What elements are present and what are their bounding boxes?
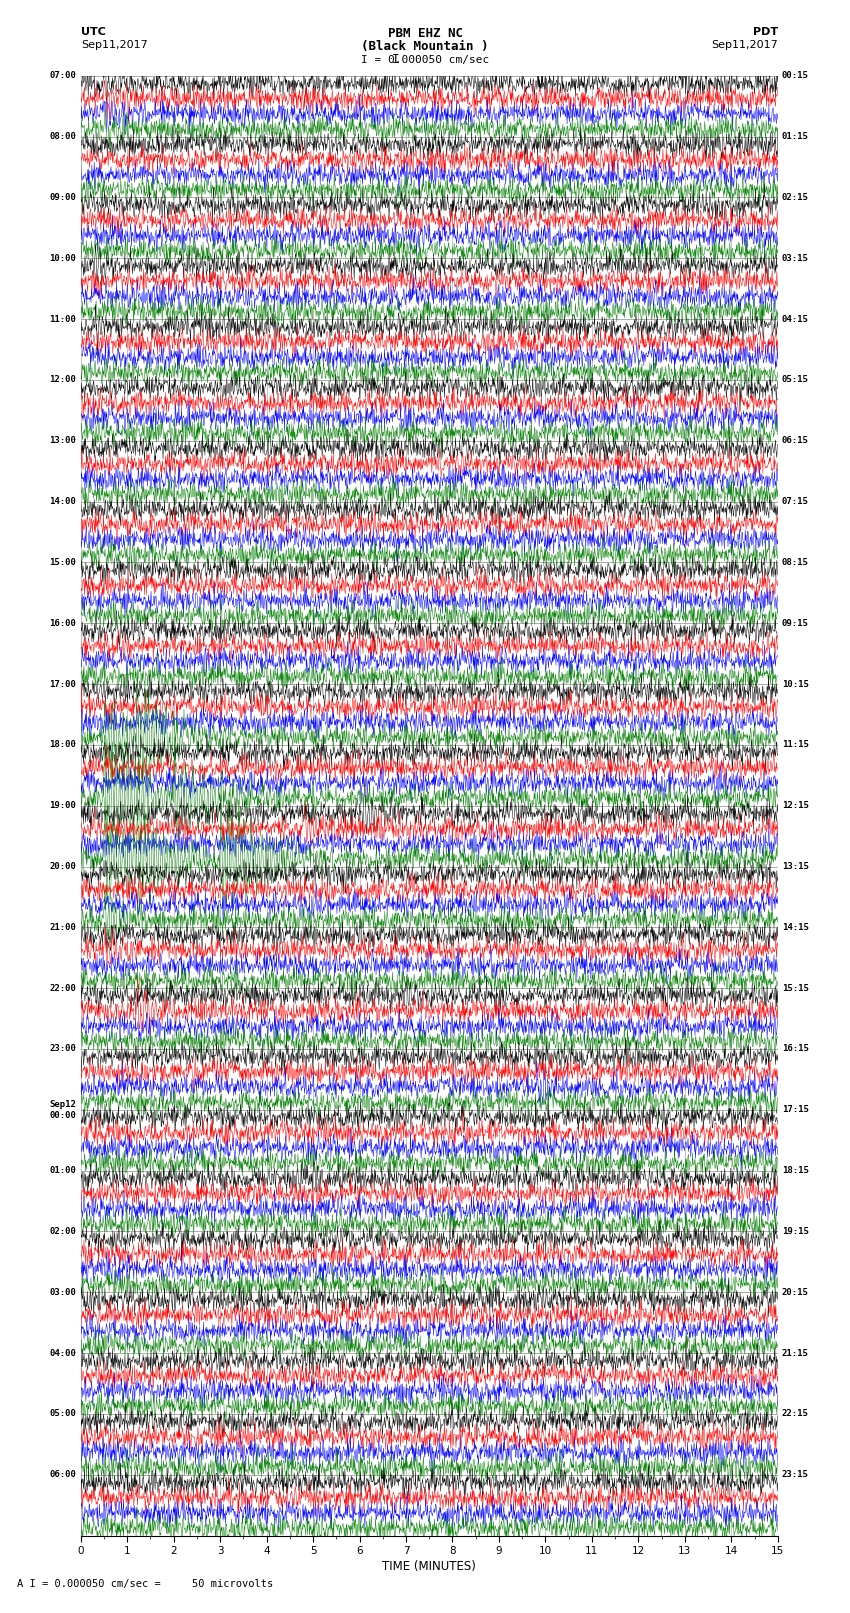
Text: 22:15: 22:15 (782, 1410, 809, 1418)
Text: 03:15: 03:15 (782, 253, 809, 263)
Text: PDT: PDT (752, 27, 778, 37)
Text: 02:00: 02:00 (49, 1227, 76, 1236)
Text: 06:00: 06:00 (49, 1471, 76, 1479)
Text: 00:15: 00:15 (782, 71, 809, 81)
Text: 05:00: 05:00 (49, 1410, 76, 1418)
Text: 17:00: 17:00 (49, 679, 76, 689)
Text: 12:00: 12:00 (49, 376, 76, 384)
Text: 23:00: 23:00 (49, 1045, 76, 1053)
Text: 08:00: 08:00 (49, 132, 76, 140)
Text: 03:00: 03:00 (49, 1287, 76, 1297)
Text: 15:00: 15:00 (49, 558, 76, 566)
Text: 02:15: 02:15 (782, 194, 809, 202)
Text: 18:15: 18:15 (782, 1166, 809, 1176)
X-axis label: TIME (MINUTES): TIME (MINUTES) (382, 1560, 476, 1573)
Text: I = 0.000050 cm/sec: I = 0.000050 cm/sec (361, 55, 489, 65)
Text: 19:00: 19:00 (49, 802, 76, 810)
Text: 14:15: 14:15 (782, 923, 809, 932)
Text: 21:00: 21:00 (49, 923, 76, 932)
Text: 04:00: 04:00 (49, 1348, 76, 1358)
Text: 16:00: 16:00 (49, 619, 76, 627)
Text: 10:00: 10:00 (49, 253, 76, 263)
Text: 06:15: 06:15 (782, 436, 809, 445)
Text: 01:15: 01:15 (782, 132, 809, 140)
Text: A I = 0.000050 cm/sec =     50 microvolts: A I = 0.000050 cm/sec = 50 microvolts (17, 1579, 273, 1589)
Text: 05:15: 05:15 (782, 376, 809, 384)
Text: (Black Mountain ): (Black Mountain ) (361, 40, 489, 53)
Text: 13:00: 13:00 (49, 436, 76, 445)
Text: 14:00: 14:00 (49, 497, 76, 506)
Text: 09:00: 09:00 (49, 194, 76, 202)
Text: 17:15: 17:15 (782, 1105, 809, 1115)
Text: PBM EHZ NC: PBM EHZ NC (388, 27, 462, 40)
Text: 20:15: 20:15 (782, 1287, 809, 1297)
Text: 15:15: 15:15 (782, 984, 809, 992)
Text: Sep11,2017: Sep11,2017 (81, 40, 148, 50)
Text: 23:15: 23:15 (782, 1471, 809, 1479)
Text: 21:15: 21:15 (782, 1348, 809, 1358)
Text: 19:15: 19:15 (782, 1227, 809, 1236)
Text: 20:00: 20:00 (49, 861, 76, 871)
Text: 10:15: 10:15 (782, 679, 809, 689)
Text: 01:00: 01:00 (49, 1166, 76, 1176)
Text: 18:00: 18:00 (49, 740, 76, 750)
Text: 07:15: 07:15 (782, 497, 809, 506)
Text: I: I (392, 53, 399, 66)
Text: 16:15: 16:15 (782, 1045, 809, 1053)
Text: 13:15: 13:15 (782, 861, 809, 871)
Text: 07:00: 07:00 (49, 71, 76, 81)
Text: Sep11,2017: Sep11,2017 (711, 40, 778, 50)
Text: 09:15: 09:15 (782, 619, 809, 627)
Text: 22:00: 22:00 (49, 984, 76, 992)
Text: 04:15: 04:15 (782, 315, 809, 324)
Text: 11:15: 11:15 (782, 740, 809, 750)
Text: UTC: UTC (81, 27, 105, 37)
Text: 12:15: 12:15 (782, 802, 809, 810)
Text: 11:00: 11:00 (49, 315, 76, 324)
Text: Sep12
00:00: Sep12 00:00 (49, 1100, 76, 1119)
Text: 08:15: 08:15 (782, 558, 809, 566)
